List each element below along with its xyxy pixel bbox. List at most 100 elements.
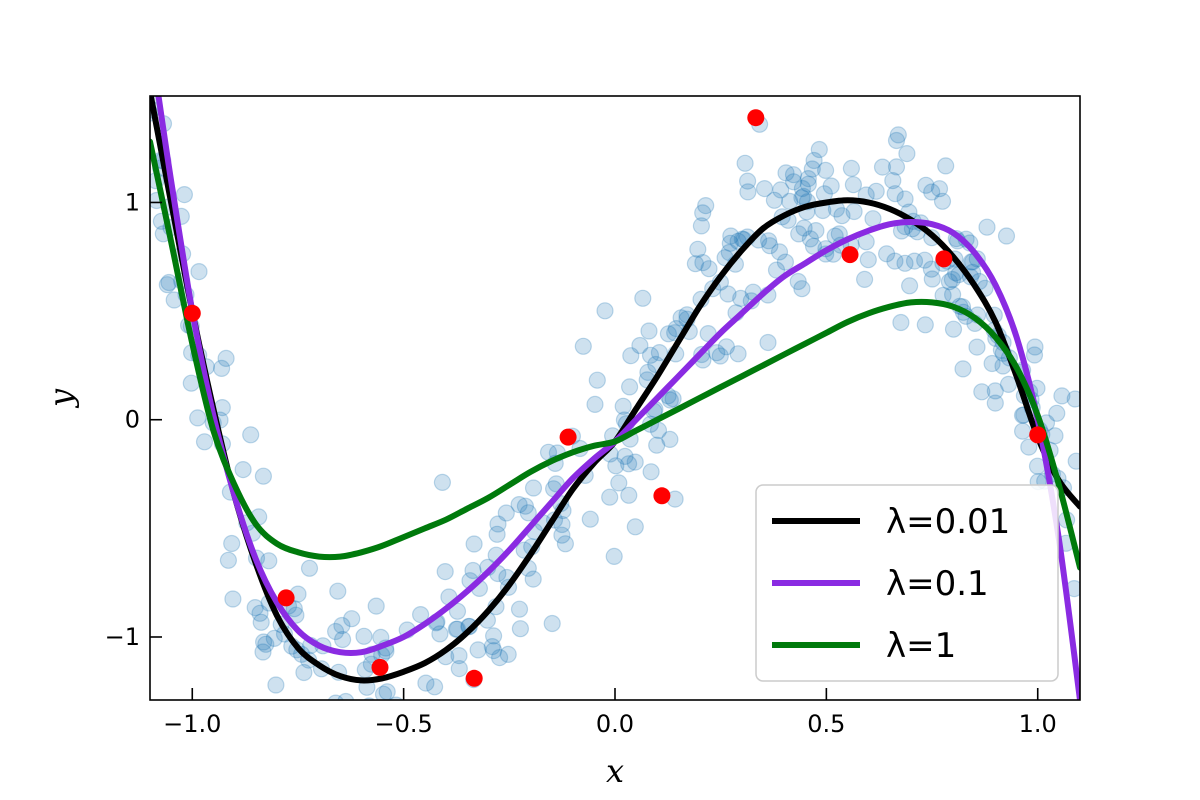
background-point xyxy=(641,346,660,364)
background-point xyxy=(759,333,777,352)
background-point xyxy=(736,154,754,172)
background-point xyxy=(265,629,283,648)
background-point xyxy=(1066,390,1080,408)
background-point xyxy=(349,736,365,752)
training-point xyxy=(841,246,859,264)
background-point xyxy=(426,678,444,696)
background-point xyxy=(1025,346,1044,364)
background-point xyxy=(327,622,345,641)
background-point xyxy=(610,474,628,492)
background-point xyxy=(295,663,313,682)
background-point xyxy=(326,777,342,793)
background-point xyxy=(1013,422,1032,440)
background-point xyxy=(1020,438,1038,456)
background-point xyxy=(499,645,517,664)
background-point xyxy=(224,590,242,608)
background-point xyxy=(933,192,952,210)
training-point xyxy=(747,109,765,127)
background-point xyxy=(488,525,506,543)
background-point xyxy=(524,570,542,588)
background-point xyxy=(917,176,935,194)
legend: λ=0.01 λ=0.1 λ=1 xyxy=(755,484,1059,682)
background-point xyxy=(686,255,705,273)
background-point xyxy=(619,455,638,473)
background-point xyxy=(260,552,278,570)
background-point xyxy=(614,397,632,415)
background-point xyxy=(1048,404,1066,422)
training-point xyxy=(277,589,295,607)
background-point xyxy=(511,620,530,638)
background-point xyxy=(937,157,955,175)
background-point xyxy=(859,251,877,269)
background-point xyxy=(997,227,1016,245)
background-point xyxy=(343,772,359,788)
background-point xyxy=(700,260,718,278)
background-point xyxy=(664,390,682,408)
background-point xyxy=(867,182,885,200)
background-point xyxy=(519,504,537,522)
training-points xyxy=(183,109,1047,687)
background-point xyxy=(844,176,863,194)
background-point xyxy=(374,685,393,700)
background-point xyxy=(267,676,285,694)
background-point xyxy=(447,620,465,638)
background-point xyxy=(586,395,604,413)
background-point xyxy=(784,166,803,184)
background-point xyxy=(777,164,795,182)
background-point xyxy=(944,320,963,338)
background-point xyxy=(721,234,739,252)
background-point xyxy=(152,78,168,94)
background-point xyxy=(805,151,823,170)
fit-curves xyxy=(150,96,1080,700)
background-point xyxy=(708,344,726,362)
background-point xyxy=(887,158,906,176)
background-point xyxy=(450,646,468,665)
background-point xyxy=(789,272,807,291)
x-tick-label: 0.5 xyxy=(807,710,845,738)
background-point xyxy=(732,289,750,307)
background-point xyxy=(799,175,817,193)
background-point xyxy=(898,145,916,163)
background-point xyxy=(329,582,347,600)
background-point xyxy=(954,360,972,378)
background-point xyxy=(717,338,736,356)
background-point xyxy=(485,627,503,645)
background-point xyxy=(326,728,342,744)
x-tick-label: −0.5 xyxy=(374,710,432,738)
background-point xyxy=(930,180,949,198)
background-point xyxy=(822,177,840,195)
background-point xyxy=(905,252,924,270)
background-point xyxy=(255,633,273,651)
background-point xyxy=(799,170,817,188)
background-point xyxy=(436,562,454,581)
background-point xyxy=(694,254,712,272)
background-point xyxy=(234,461,252,479)
background-point xyxy=(795,219,813,237)
background-point xyxy=(254,467,272,485)
background-point xyxy=(968,338,986,356)
background-point xyxy=(634,289,652,307)
legend-label-0: λ=0.01 xyxy=(886,502,1010,542)
background-point xyxy=(252,613,270,631)
background-point xyxy=(761,237,779,255)
background-point xyxy=(640,322,658,340)
background-point xyxy=(300,559,319,577)
background-point xyxy=(367,597,385,615)
background-point xyxy=(661,430,679,448)
background-point xyxy=(755,180,774,198)
background-point xyxy=(886,252,904,270)
training-point xyxy=(183,304,201,322)
background-point xyxy=(581,510,599,528)
background-point xyxy=(661,391,679,409)
background-point xyxy=(1053,387,1071,405)
y-tick-label: −1 xyxy=(105,623,140,651)
legend-box xyxy=(755,484,1059,682)
background-point xyxy=(626,453,644,471)
background-point xyxy=(417,674,435,692)
background-point xyxy=(219,551,237,569)
background-point xyxy=(877,245,896,263)
background-point xyxy=(324,767,340,783)
training-point xyxy=(653,487,671,505)
background-point xyxy=(940,273,959,291)
background-point xyxy=(729,345,747,363)
